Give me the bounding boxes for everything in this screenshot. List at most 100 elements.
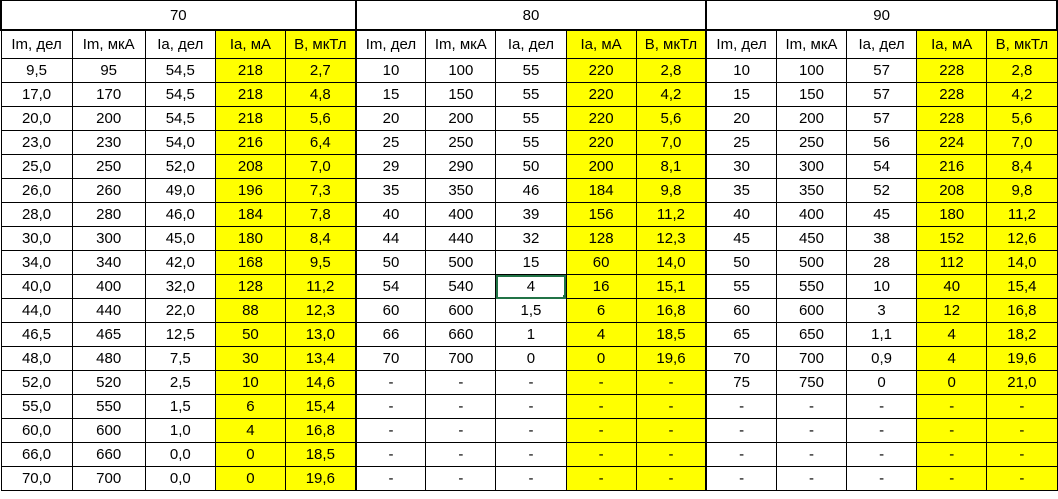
cell[interactable]: 400 <box>775 202 848 227</box>
cell[interactable]: 16,8 <box>635 298 707 323</box>
cell[interactable]: 12,6 <box>986 226 1058 251</box>
cell[interactable]: 56 <box>846 130 918 155</box>
cell[interactable]: 28 <box>846 250 918 275</box>
cell[interactable]: 18,2 <box>986 322 1058 347</box>
cell[interactable]: 2,8 <box>986 58 1058 83</box>
cell[interactable]: - <box>916 442 988 467</box>
cell[interactable]: 208 <box>214 154 287 179</box>
cell[interactable]: - <box>635 466 707 491</box>
cell[interactable]: 30,0 <box>0 226 73 251</box>
cell[interactable]: 70,0 <box>0 466 73 491</box>
cell[interactable]: 400 <box>71 274 146 299</box>
cell[interactable]: 25 <box>354 130 427 155</box>
cell[interactable]: 20 <box>354 106 427 131</box>
cell[interactable]: 550 <box>775 274 848 299</box>
cell[interactable]: 11,2 <box>986 202 1058 227</box>
cell[interactable]: - <box>846 394 918 419</box>
cell[interactable]: 228 <box>916 106 988 131</box>
cell[interactable]: 340 <box>71 250 146 275</box>
cell[interactable]: - <box>705 442 777 467</box>
cell[interactable]: 184 <box>565 178 637 203</box>
cell[interactable]: 11,2 <box>284 274 357 299</box>
cell[interactable]: 100 <box>425 58 497 83</box>
cell[interactable]: 150 <box>775 82 848 107</box>
cell[interactable]: - <box>986 466 1058 491</box>
cell[interactable]: 54,5 <box>144 82 216 107</box>
cell[interactable]: 39 <box>495 202 567 227</box>
cell[interactable]: 1,1 <box>846 322 918 347</box>
cell[interactable]: 12,3 <box>635 226 707 251</box>
cell[interactable]: - <box>916 466 988 491</box>
cell[interactable]: 2,7 <box>284 58 357 83</box>
cell[interactable]: 1,5 <box>144 394 216 419</box>
cell[interactable]: 12,5 <box>144 322 216 347</box>
cell[interactable]: 14,0 <box>986 250 1058 275</box>
cell[interactable]: 150 <box>425 82 497 107</box>
cell[interactable]: 15 <box>705 82 777 107</box>
cell[interactable]: 16,8 <box>986 298 1058 323</box>
cell[interactable]: - <box>425 466 497 491</box>
header-im-mka-70[interactable]: Im, мкА <box>71 29 146 59</box>
cell[interactable]: 32,0 <box>144 274 216 299</box>
cell[interactable]: 88 <box>214 298 287 323</box>
cell[interactable]: 220 <box>565 130 637 155</box>
cell[interactable]: 180 <box>916 202 988 227</box>
cell[interactable]: 44,0 <box>0 298 73 323</box>
cell[interactable]: 9,5 <box>284 250 357 275</box>
cell[interactable]: - <box>495 442 567 467</box>
cell[interactable]: - <box>635 370 707 395</box>
cell[interactable]: 52 <box>846 178 918 203</box>
cell[interactable]: - <box>986 418 1058 443</box>
cell[interactable]: 128 <box>565 226 637 251</box>
cell[interactable]: 16,8 <box>284 418 357 443</box>
cell[interactable]: 60,0 <box>0 418 73 443</box>
cell[interactable]: 7,0 <box>284 154 357 179</box>
cell[interactable]: - <box>565 466 637 491</box>
cell[interactable]: - <box>635 418 707 443</box>
cell[interactable]: 21,0 <box>986 370 1058 395</box>
cell[interactable]: - <box>354 442 427 467</box>
cell[interactable]: 38 <box>846 226 918 251</box>
cell[interactable]: 48,0 <box>0 346 73 371</box>
cell[interactable]: - <box>775 418 848 443</box>
cell[interactable]: 0 <box>916 370 988 395</box>
cell[interactable]: 228 <box>916 58 988 83</box>
header-b-mktl-90[interactable]: B, мкТл <box>986 29 1058 59</box>
cell[interactable]: 40,0 <box>0 274 73 299</box>
cell[interactable]: 14,0 <box>635 250 707 275</box>
cell[interactable]: 30 <box>705 154 777 179</box>
cell[interactable]: 12,3 <box>284 298 357 323</box>
cell[interactable]: 40 <box>354 202 427 227</box>
cell[interactable]: - <box>846 418 918 443</box>
cell[interactable]: 5,6 <box>284 106 357 131</box>
cell[interactable]: 57 <box>846 58 918 83</box>
cell[interactable]: 60 <box>354 298 427 323</box>
cell[interactable]: 4 <box>565 322 637 347</box>
cell[interactable]: 7,0 <box>635 130 707 155</box>
cell[interactable]: 228 <box>916 82 988 107</box>
cell[interactable]: 600 <box>425 298 497 323</box>
cell[interactable]: 250 <box>425 130 497 155</box>
cell[interactable]: 95 <box>71 58 146 83</box>
cell[interactable]: 280 <box>71 202 146 227</box>
cell[interactable]: 15 <box>495 250 567 275</box>
cell[interactable]: - <box>775 466 848 491</box>
cell[interactable]: 200 <box>71 106 146 131</box>
cell[interactable]: 55 <box>495 58 567 83</box>
cell[interactable]: 230 <box>71 130 146 155</box>
header-ia-ma-70[interactable]: Ia, мА <box>214 29 287 59</box>
cell[interactable]: 216 <box>214 130 287 155</box>
cell[interactable]: 250 <box>71 154 146 179</box>
header-b-mktl-80[interactable]: B, мкТл <box>635 29 707 59</box>
cell[interactable]: 440 <box>425 226 497 251</box>
cell[interactable]: 45,0 <box>144 226 216 251</box>
cell[interactable]: - <box>565 418 637 443</box>
cell[interactable]: - <box>565 442 637 467</box>
cell[interactable]: 14,6 <box>284 370 357 395</box>
cell[interactable]: - <box>775 394 848 419</box>
cell[interactable]: 60 <box>705 298 777 323</box>
cell[interactable]: 1 <box>495 322 567 347</box>
cell[interactable]: 0,0 <box>144 466 216 491</box>
cell[interactable]: 218 <box>214 82 287 107</box>
cell[interactable]: 9,5 <box>0 58 73 83</box>
